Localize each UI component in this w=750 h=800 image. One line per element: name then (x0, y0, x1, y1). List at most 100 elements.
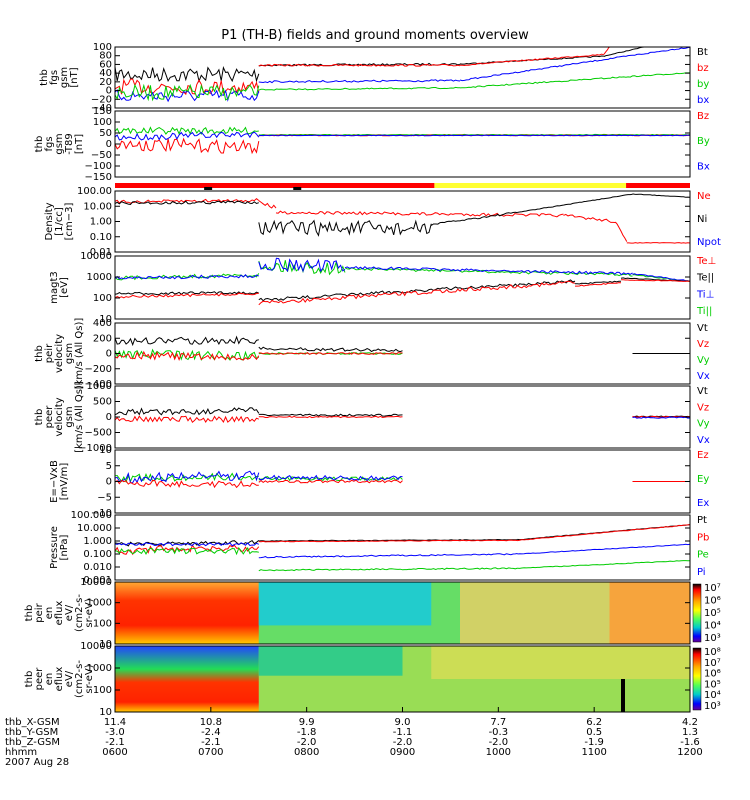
xaxis-value: 10.8 (200, 717, 222, 728)
legend-efield-Ez: Ez (697, 450, 709, 461)
legend-vele-Vt: Vt (697, 386, 708, 397)
series-Vt-e (114, 407, 691, 418)
ylabel-vele: velocity (54, 397, 65, 436)
ylabel-pressure: [nPa] (59, 534, 70, 560)
legend-pressure-Pi: Pi (697, 567, 706, 578)
ylabel-elespec: (cm2-s- (74, 660, 85, 698)
legend-temp-Ti||: Ti|| (696, 306, 712, 317)
ytick-label-fgs: 20 (99, 77, 112, 88)
ytick-label-fgs: 80 (99, 51, 112, 62)
series-Vz-i (114, 350, 403, 361)
xaxis-value: 7.7 (490, 717, 506, 728)
ytick-label-veli: −400 (85, 379, 112, 390)
legend-pressure-Pb: Pb (697, 532, 709, 543)
xaxis-value: -2.0 (393, 737, 413, 748)
xaxis-value: 0700 (198, 747, 223, 758)
ytick-label-efield: 0 (106, 477, 112, 488)
ylabel-fgs169: gsm (54, 133, 65, 154)
series-Ti-par (114, 260, 691, 282)
ytick-label-temp: 10 (99, 314, 112, 325)
series-Pb (114, 524, 691, 556)
panel-density-frame (114, 190, 691, 253)
ylabel-ionspec: sr-eV) (84, 598, 95, 627)
ytick-label-fgs169: −150 (85, 172, 112, 183)
ytick-label-elespec: 100 (93, 685, 112, 696)
legend-efield-Ex: Ex (697, 498, 709, 509)
colorbar-label-ionspec: 10⁴ (704, 621, 721, 632)
ylabel-fgs: fgs (49, 70, 60, 85)
ylabel-temp: [eV] (59, 277, 70, 298)
xaxis-value: 0600 (102, 747, 127, 758)
xaxis-value: -2.0 (297, 737, 317, 748)
series-Bt (114, 46, 645, 83)
xaxis-value: -2.4 (201, 727, 221, 738)
ylabel-ionspec: eflux (54, 601, 65, 626)
panel-temp-frame (114, 255, 691, 320)
ytick-label-fgs: 40 (99, 68, 112, 79)
panel-ionspec-frame (114, 581, 691, 645)
xaxis-value: 1100 (581, 747, 606, 758)
ytick-label-temp: 1000 (87, 272, 112, 283)
ytick-label-elespec: 10 (99, 707, 112, 718)
ytick-label-ionspec: 10 (99, 639, 112, 650)
ytick-label-ionspec: 1000 (87, 598, 112, 609)
region-bar-segment (115, 183, 435, 188)
ylabel-elespec: eflux (54, 667, 65, 692)
legend-fgs-Bt: Bt (697, 47, 708, 58)
series-Ne (114, 198, 691, 244)
colorbar-label-ionspec: 10⁷ (704, 583, 721, 594)
ylabel-temp: magt3 (49, 271, 60, 304)
legend-vele-Vy: Vy (697, 419, 710, 430)
panel-pressure-frame (114, 514, 691, 581)
legend-density-Ne: Ne (697, 191, 711, 202)
ytick-label-fgs: 0 (106, 86, 112, 97)
ylabel-fgs169: thb (34, 136, 45, 153)
ylabel-ionspec: peir (34, 602, 45, 622)
legend-veli-Vt: Vt (697, 323, 708, 334)
legend-fgs-bz: bz (697, 63, 709, 74)
ylabel-efield: [mV/m] (59, 463, 70, 501)
ytick-label-veli: 200 (93, 333, 112, 344)
ylabel-pressure: Pressure (49, 526, 60, 569)
ylabel-density: [cm−3] (64, 203, 75, 241)
xaxis-value: -2.1 (105, 737, 125, 748)
series-Bx (114, 131, 691, 141)
ytick-label-vele: 1000 (87, 381, 112, 392)
ylabel-fgs: [nT] (69, 67, 80, 87)
series-by (114, 46, 691, 103)
ylabel-veli: gsm (64, 343, 75, 364)
xaxis-value: -1.9 (584, 737, 604, 748)
ytick-label-fgs: 100 (93, 42, 112, 53)
ytick-label-fgs: −20 (91, 94, 112, 105)
ylabel-vele: peer (44, 405, 55, 429)
series-Vz-e (114, 415, 691, 423)
xaxis-value: 1.3 (682, 727, 698, 738)
xaxis-value: -1.6 (680, 737, 700, 748)
ylabel-elespec: thb (24, 671, 35, 688)
ylabel-veli: thb (34, 345, 45, 362)
ylabel-efield: E=−VxB (49, 460, 60, 503)
ele-spec-band (258, 646, 403, 676)
legend-temp-Te||: Te|| (696, 273, 714, 284)
legend-fgs169-By: By (697, 136, 710, 147)
xaxis-value: 9.0 (395, 717, 411, 728)
legend-temp-Te⊥: Te⊥ (696, 256, 716, 267)
series-Ez (114, 479, 690, 489)
series-Bz (114, 134, 691, 155)
series-Pt (114, 524, 691, 547)
ytick-label-pressure: 0.001 (83, 575, 112, 586)
ylabel-veli: velocity (54, 334, 65, 373)
xaxis-value: -2.1 (201, 737, 221, 748)
legend-fgs169-Bz: Bz (697, 111, 709, 122)
xaxis-value: 1200 (677, 747, 702, 758)
ytick-label-fgs169: 0 (106, 139, 112, 150)
legend-density-Npot: Npot (697, 237, 721, 248)
xaxis-value: 6.2 (586, 717, 602, 728)
series-By (114, 126, 691, 136)
region-bar-marker (204, 187, 213, 190)
colorbar-label-elespec: 10⁷ (704, 658, 721, 669)
series-Te-par (114, 277, 691, 302)
series-Vx-e (632, 416, 691, 419)
ylabel-fgs: thb (39, 69, 50, 86)
ylabel-elespec: en (44, 673, 55, 686)
